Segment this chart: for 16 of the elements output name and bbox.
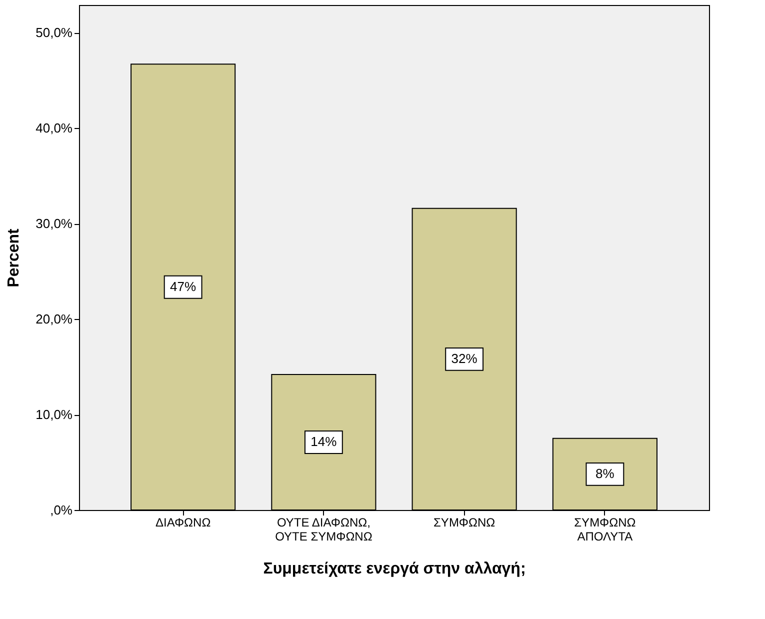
x-tick-label: ΔΙΑΦΩΝΩ [155, 516, 211, 530]
data-label: 47% [170, 279, 197, 294]
x-tick-label: ΣΥΜΦΩΝΩ ΑΠΟΛΥΤΑ [574, 516, 636, 544]
y-tick-label: 10,0% [36, 407, 73, 422]
y-axis-title: Percent [6, 228, 23, 288]
data-label: 8% [596, 466, 615, 482]
y-tick-label: 20,0% [36, 312, 73, 327]
x-tick-label: ΟΥΤΕ ΔΙΑΦΩΝΩ, ΟΥΤΕ ΣΥΜΦΩΝΩ [275, 516, 372, 544]
data-label: 14% [310, 434, 338, 450]
y-tick-label: 30,0% [36, 216, 73, 232]
data-label: 32% [451, 351, 478, 366]
y-tick-label: 50,0% [36, 25, 73, 40]
x-tick-label: ΣΥΜΦΩΝΩ [434, 516, 496, 530]
y-tick-label: 40,0% [36, 120, 73, 136]
y-tick-label: ,0% [50, 502, 73, 518]
x-axis-title: Συμμετείχατε ενεργά στην αλλαγή; [263, 560, 526, 578]
